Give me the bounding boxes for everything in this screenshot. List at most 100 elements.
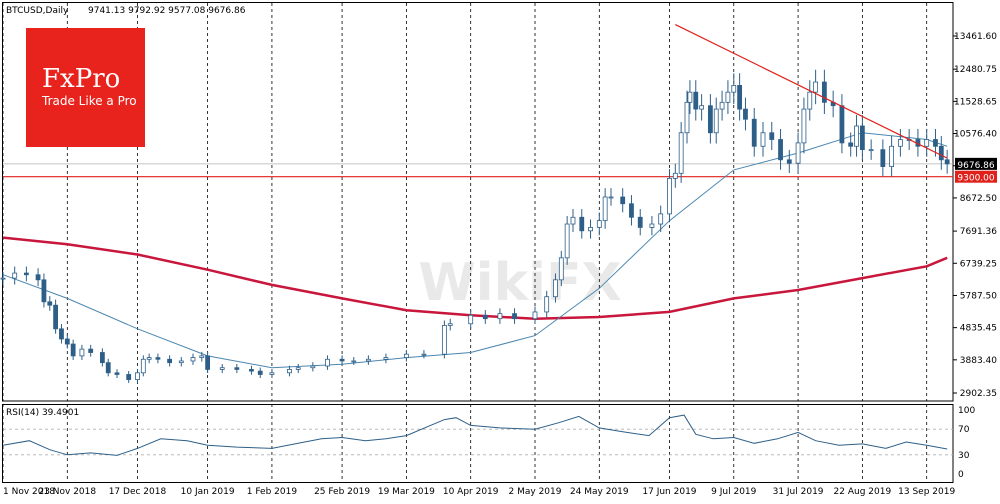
candle-body — [497, 313, 503, 320]
candle-body — [383, 357, 389, 360]
candle-body — [339, 358, 345, 362]
candle-body — [295, 367, 301, 370]
candle-body — [257, 370, 263, 375]
rsi-y-tick-label: 100 — [958, 406, 975, 416]
fxpro-logo: FxPro Trade Like a Pro — [26, 28, 145, 147]
candle-body — [155, 357, 161, 360]
candle-body — [199, 355, 205, 358]
candle-body — [889, 145, 895, 167]
candle-body — [287, 369, 292, 374]
y-tick-label: 8672.50 — [960, 194, 997, 204]
candle-body — [558, 257, 564, 281]
candle-body — [579, 216, 585, 232]
candle-body — [751, 118, 757, 147]
y-tick-label: 12480.75 — [954, 65, 997, 75]
rsi-line — [2, 414, 948, 456]
candle-body — [140, 358, 146, 374]
candle-body — [310, 365, 316, 369]
support-price-tag-label: 9300.00 — [957, 174, 994, 184]
candle-body — [880, 149, 886, 167]
trendline — [675, 24, 948, 159]
rsi-label: RSI(14) 39.4901 — [6, 408, 79, 418]
candle-body — [190, 357, 196, 362]
candle-body — [41, 279, 47, 303]
candle-body — [564, 223, 570, 259]
x-tick-label: 19 Mar 2019 — [378, 487, 435, 497]
y-tick-label: 2902.35 — [960, 389, 997, 399]
y-tick-label: 11528.65 — [954, 97, 997, 107]
candle-body — [649, 223, 655, 228]
candle-body — [737, 85, 743, 110]
x-tick-label: 2 May 2019 — [509, 487, 562, 497]
candle-body — [219, 367, 225, 370]
candle-body — [807, 91, 813, 110]
candle-body — [47, 301, 53, 306]
candle-body — [105, 362, 111, 374]
candle-body — [944, 159, 950, 165]
candle-body — [403, 353, 409, 358]
candle-body — [135, 372, 140, 380]
last-price-tag-label: 9676.86 — [957, 161, 994, 171]
candle-body — [725, 91, 731, 103]
candle-body — [532, 311, 538, 320]
candle-body — [687, 91, 693, 103]
y-tick-label: 10576.40 — [954, 130, 997, 140]
candle-body — [178, 360, 184, 364]
wikifx-watermark: WikiFX — [418, 253, 621, 313]
candle-body — [64, 338, 70, 345]
candle-body — [12, 272, 18, 279]
y-tick-label: 3883.40 — [960, 356, 997, 366]
candle-body — [719, 101, 725, 110]
candle-body — [769, 132, 775, 140]
y-tick-label: 5787.50 — [960, 291, 997, 301]
candle-body — [234, 367, 240, 370]
candle-body — [512, 313, 517, 320]
candle-body — [544, 296, 550, 313]
y-tick-label: 4835.45 — [960, 324, 997, 334]
candle-body — [897, 139, 903, 147]
candle-body — [667, 177, 672, 215]
candle-body — [53, 304, 59, 330]
x-tick-label: 10 Jan 2019 — [181, 487, 235, 497]
candle-body — [205, 355, 211, 370]
candle-body — [813, 81, 819, 93]
candle-body — [854, 125, 859, 147]
candle-body — [79, 348, 85, 357]
candle-body — [786, 159, 792, 164]
candle-body — [693, 91, 699, 110]
rsi-y-tick-label: 0 — [958, 470, 964, 480]
x-tick-label: 13 Sep 2019 — [898, 487, 955, 497]
candle-body — [778, 139, 783, 161]
logo-brand: FxPro — [42, 64, 121, 94]
candle-body — [70, 343, 76, 357]
candle-body — [269, 372, 275, 375]
candle-body — [88, 348, 94, 353]
x-tick-label: 17 Dec 2018 — [109, 487, 167, 497]
symbol-label: BTCUSD,Daily — [6, 6, 69, 16]
rsi-y-tick-label: 30 — [958, 451, 970, 461]
x-tick-label: 23 Nov 2018 — [38, 487, 96, 497]
candle-body — [924, 139, 930, 147]
candle-body — [365, 358, 371, 362]
y-tick-label: 13461.60 — [954, 32, 997, 42]
candle-body — [146, 357, 152, 360]
candle-body — [553, 279, 558, 298]
x-tick-label: 1 Feb 2019 — [247, 487, 298, 497]
candle-body — [0, 277, 6, 280]
x-tick-label: 1 Nov 2018 — [3, 487, 55, 497]
candle-body — [588, 227, 593, 232]
candle-body — [35, 274, 41, 281]
candle-body — [441, 325, 447, 355]
candle-body — [351, 360, 357, 363]
candle-body — [795, 142, 801, 164]
candle-body — [868, 149, 874, 152]
candle-body — [608, 196, 614, 199]
candle-body — [658, 213, 664, 225]
ohlc-label: 9741.13 9792.92 9577.08 9676.86 — [88, 6, 246, 16]
candle-body — [848, 142, 854, 147]
candle-body — [672, 172, 678, 179]
x-tick-label: 17 Jun 2019 — [642, 487, 696, 497]
candle-body — [707, 105, 713, 134]
candle-body — [713, 108, 719, 134]
